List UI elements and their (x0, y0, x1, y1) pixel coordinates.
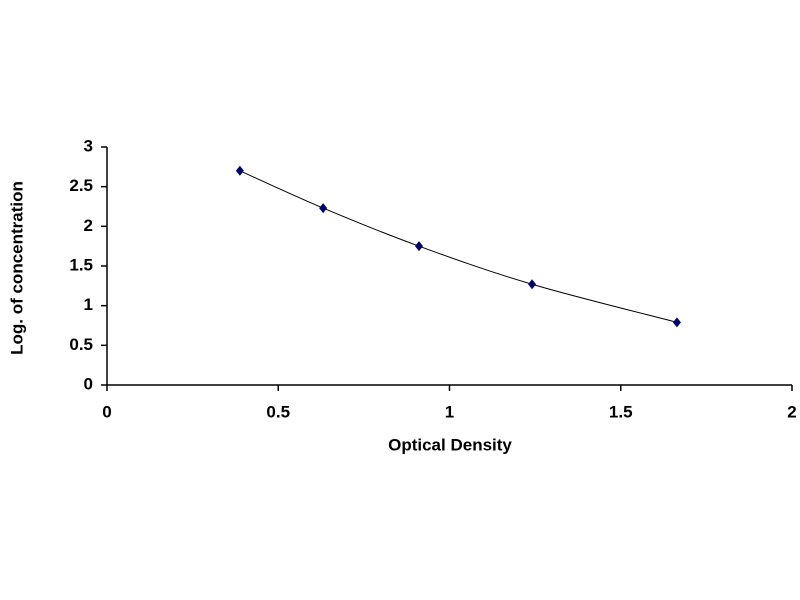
x-tick-label: 2 (787, 402, 796, 421)
fit-curve (239, 170, 678, 323)
y-tick-label: 2 (84, 216, 93, 235)
data-point (415, 241, 424, 252)
y-tick-label: 1.5 (69, 255, 93, 274)
x-tick-label: 0 (102, 402, 111, 421)
y-tick-label: 3 (84, 136, 93, 155)
x-tick-label: 1.5 (609, 402, 633, 421)
data-point (672, 317, 681, 328)
y-tick-label: 1 (84, 295, 93, 314)
y-tick-label: 0.5 (69, 335, 93, 354)
data-point (319, 203, 328, 214)
y-axis-label: Log. of concentration (7, 181, 26, 355)
y-tick-label: 2.5 (69, 176, 93, 195)
y-tick-label: 0 (84, 374, 93, 393)
data-point (528, 279, 537, 290)
x-tick-label: 1 (445, 402, 454, 421)
x-tick-label: 0.5 (266, 402, 290, 421)
x-axis-label: Optical Density (388, 435, 512, 454)
data-point (235, 165, 244, 176)
